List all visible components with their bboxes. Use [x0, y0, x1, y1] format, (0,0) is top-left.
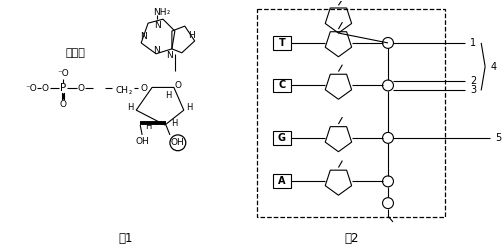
Text: 图1: 图1 — [118, 232, 133, 245]
Text: H: H — [171, 118, 177, 128]
FancyBboxPatch shape — [273, 131, 291, 145]
Text: O: O — [41, 84, 48, 93]
Text: G: G — [278, 133, 286, 143]
Text: C: C — [278, 80, 286, 90]
FancyBboxPatch shape — [273, 78, 291, 92]
Text: 腺嘌呤: 腺嘌呤 — [66, 48, 86, 58]
Text: H: H — [145, 122, 151, 132]
Text: A: A — [278, 176, 286, 186]
Text: ⁻O: ⁻O — [25, 84, 37, 93]
Text: O: O — [140, 84, 147, 93]
Text: 2: 2 — [470, 76, 476, 86]
Text: N: N — [140, 32, 147, 42]
Text: OH: OH — [135, 137, 149, 146]
Text: OH: OH — [171, 138, 185, 147]
Text: ₂: ₂ — [167, 7, 170, 16]
Text: T: T — [279, 38, 285, 48]
Bar — [257, 9, 446, 217]
Text: N: N — [166, 51, 173, 60]
Text: NH: NH — [153, 8, 167, 17]
Text: H: H — [127, 103, 134, 112]
Text: ₂: ₂ — [129, 87, 132, 96]
Text: 5: 5 — [495, 133, 501, 143]
Text: 4: 4 — [490, 62, 496, 72]
Text: O: O — [59, 100, 67, 109]
Text: N: N — [153, 46, 159, 55]
Text: H: H — [186, 103, 193, 112]
Text: O: O — [77, 84, 84, 93]
Text: O: O — [174, 81, 181, 90]
FancyBboxPatch shape — [273, 174, 291, 188]
Text: 3: 3 — [470, 86, 476, 96]
Text: 图2: 图2 — [344, 232, 358, 245]
Text: H: H — [165, 91, 171, 100]
Text: ⁻O: ⁻O — [57, 69, 69, 78]
Text: 1: 1 — [470, 38, 476, 48]
Text: N: N — [154, 20, 160, 30]
FancyBboxPatch shape — [273, 36, 291, 50]
Text: P: P — [60, 84, 66, 94]
Text: H: H — [188, 30, 195, 40]
Text: CH: CH — [116, 86, 129, 95]
